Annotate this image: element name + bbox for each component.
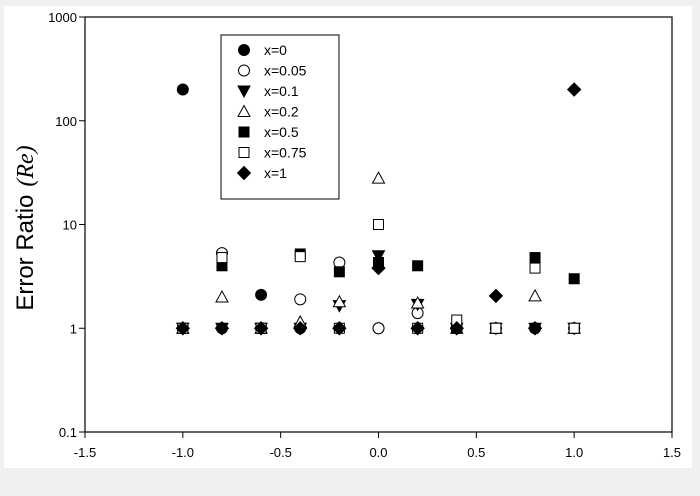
data-point-x-0-75 bbox=[568, 322, 580, 334]
y-axis-label-symbol: (Re) bbox=[13, 145, 39, 186]
legend-marker-x-0 bbox=[238, 44, 250, 56]
legend-marker-x-0-05 bbox=[238, 64, 250, 77]
data-point-x-0-2 bbox=[528, 288, 542, 302]
data-point-x-0-75 bbox=[529, 262, 541, 274]
x-tick-label: 1.5 bbox=[663, 445, 681, 460]
axis-ticks: -1.5 -1.0 -0.5 0.0 0.5 1.0 1.5 0.1 1 10 100 1000 bbox=[48, 10, 681, 460]
legend-marker-x-0-2 bbox=[237, 104, 251, 117]
y-tick-label: 1000 bbox=[48, 10, 77, 25]
data-point-x-0-2 bbox=[410, 295, 425, 309]
x-tick-label: -0.5 bbox=[269, 445, 291, 460]
data-point-x-0-2 bbox=[332, 294, 347, 308]
legend-marker-x-1 bbox=[236, 165, 252, 181]
data-point-x-1 bbox=[527, 321, 543, 336]
data-point-x-1 bbox=[253, 321, 269, 336]
data-point-x-1 bbox=[566, 82, 582, 97]
data-point-x-0-2 bbox=[215, 289, 229, 303]
legend-label-x-0-2: x=0.2 bbox=[264, 104, 299, 120]
data-point-x-1 bbox=[214, 321, 230, 336]
data-point-x-0-5 bbox=[529, 252, 541, 264]
data-point-x-1 bbox=[410, 321, 425, 336]
data-point-x-0-2 bbox=[371, 171, 386, 184]
chart-background bbox=[4, 6, 692, 468]
legend-label-x-1: x=1 bbox=[264, 165, 287, 181]
x-tick-label: 0.5 bbox=[467, 445, 485, 460]
data-point-x-1 bbox=[371, 260, 386, 276]
data-point-x-0-05 bbox=[294, 293, 307, 306]
data-point-x-0 bbox=[176, 83, 189, 96]
data-point-x-0 bbox=[255, 288, 268, 301]
x-tick-label: -1.5 bbox=[74, 445, 96, 460]
data-point-x-0-1 bbox=[371, 250, 386, 263]
data-point-x-0-75 bbox=[373, 219, 384, 230]
y-tick-label: 1 bbox=[70, 321, 77, 336]
legend-marker-x-0-5 bbox=[238, 126, 250, 138]
data-point-x-1 bbox=[332, 321, 347, 336]
legend-label-x-0-5: x=0.5 bbox=[264, 124, 299, 140]
y-axis-label-text: Error Ratio bbox=[12, 195, 39, 311]
legend-label-x-0: x=0 bbox=[264, 42, 287, 58]
y-axis-label: Error Ratio (Re) bbox=[12, 145, 39, 310]
y-tick-label: 100 bbox=[55, 114, 77, 129]
data-point-x-1 bbox=[293, 321, 308, 336]
legend-marker-x-0-1 bbox=[237, 85, 251, 99]
data-point-x-0-5 bbox=[333, 266, 345, 278]
data-point-x-0-5 bbox=[412, 260, 424, 272]
series-x-1 bbox=[175, 82, 582, 336]
x-tick-label: -1.0 bbox=[172, 445, 194, 460]
data-point-x-0-5 bbox=[568, 273, 580, 285]
legend-label-x-0-05: x=0.05 bbox=[264, 63, 307, 79]
data-point-x-0-75 bbox=[294, 251, 306, 263]
data-point-x-1 bbox=[175, 321, 191, 336]
x-tick-label: 0.0 bbox=[369, 445, 387, 460]
y-tick-label: 0.1 bbox=[59, 425, 77, 440]
data-point-x-1 bbox=[488, 288, 504, 304]
legend-label-x-0-75: x=0.75 bbox=[264, 145, 307, 161]
legend-label-x-0-1: x=0.1 bbox=[264, 83, 299, 99]
y-tick-label: 10 bbox=[63, 218, 77, 233]
data-point-x-1 bbox=[449, 321, 464, 336]
data-markers bbox=[175, 82, 582, 336]
legend: x=0 x=0.05 x=0.1 x=0.2 x=0.5 x=0.75 x=1 bbox=[220, 34, 340, 200]
data-point-x-0-75 bbox=[216, 252, 228, 264]
data-point-x-0-75 bbox=[490, 322, 502, 334]
legend-marker-x-0-75 bbox=[238, 147, 250, 158]
x-tick-label: 1.0 bbox=[565, 445, 583, 460]
data-point-x-0-05 bbox=[372, 322, 385, 335]
